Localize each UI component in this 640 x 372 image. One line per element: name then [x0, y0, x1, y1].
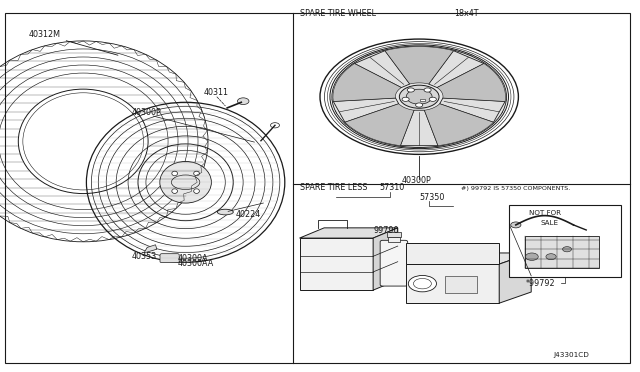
Polygon shape [355, 51, 410, 87]
Circle shape [415, 103, 423, 107]
Circle shape [429, 97, 436, 101]
FancyBboxPatch shape [380, 240, 408, 286]
Text: #) 99792 IS 57350 COMPONENTS.: #) 99792 IS 57350 COMPONENTS. [461, 186, 570, 192]
Circle shape [332, 46, 506, 147]
Circle shape [402, 97, 409, 101]
Circle shape [330, 45, 509, 149]
Text: 40353: 40353 [131, 251, 156, 260]
Circle shape [320, 39, 518, 154]
Text: *99792: *99792 [525, 279, 555, 288]
Polygon shape [406, 243, 499, 264]
Polygon shape [332, 99, 398, 113]
Text: 99790: 99790 [373, 225, 399, 234]
Ellipse shape [217, 209, 233, 215]
Circle shape [406, 89, 432, 104]
Text: SPARE TIRE WHEEL: SPARE TIRE WHEEL [300, 9, 376, 18]
Circle shape [424, 88, 431, 92]
Bar [420, 99, 425, 101]
Polygon shape [397, 109, 421, 147]
Ellipse shape [160, 161, 211, 203]
Polygon shape [333, 64, 401, 102]
Text: J43301CD: J43301CD [554, 352, 589, 358]
Circle shape [546, 254, 556, 260]
Polygon shape [367, 49, 410, 86]
Text: 57350: 57350 [419, 193, 445, 202]
Polygon shape [438, 101, 503, 124]
Text: 40300A: 40300A [178, 254, 209, 263]
Polygon shape [417, 109, 442, 147]
FancyBboxPatch shape [160, 254, 179, 263]
Polygon shape [351, 55, 405, 88]
Text: 40300P: 40300P [402, 176, 431, 185]
Bar [445, 276, 477, 294]
Circle shape [399, 85, 439, 108]
Text: 57310: 57310 [379, 183, 404, 192]
Circle shape [237, 98, 249, 105]
Polygon shape [385, 46, 454, 84]
Circle shape [324, 42, 514, 152]
Polygon shape [429, 49, 472, 86]
Bar [387, 232, 401, 237]
Ellipse shape [172, 171, 177, 176]
Text: 40300AA: 40300AA [178, 259, 214, 268]
Polygon shape [300, 228, 398, 238]
Ellipse shape [194, 171, 200, 176]
Polygon shape [433, 55, 487, 88]
Bar [388, 237, 399, 242]
Bar [509, 205, 621, 277]
Circle shape [407, 88, 414, 92]
Circle shape [271, 123, 280, 128]
Polygon shape [333, 98, 399, 122]
Polygon shape [373, 228, 398, 290]
Text: SALE: SALE [540, 220, 558, 226]
Circle shape [511, 222, 521, 228]
Circle shape [408, 275, 436, 292]
Polygon shape [406, 264, 499, 303]
Polygon shape [440, 99, 506, 113]
Circle shape [563, 247, 572, 252]
Polygon shape [437, 64, 506, 102]
Polygon shape [424, 104, 493, 146]
Text: 40300P: 40300P [131, 108, 161, 117]
Ellipse shape [194, 189, 200, 193]
Bar [525, 236, 599, 268]
Text: 40311: 40311 [204, 88, 228, 97]
Text: 40312M: 40312M [29, 30, 118, 55]
Polygon shape [406, 253, 531, 264]
Polygon shape [335, 101, 400, 124]
Text: NOT FOR: NOT FOR [529, 211, 561, 217]
Circle shape [525, 253, 538, 260]
Text: 40224: 40224 [236, 209, 260, 218]
Polygon shape [300, 238, 373, 290]
Text: SPARE TIRE LESS: SPARE TIRE LESS [300, 183, 367, 192]
Text: 18x4T: 18x4T [454, 9, 479, 18]
Polygon shape [144, 245, 157, 253]
Ellipse shape [172, 189, 177, 193]
Polygon shape [429, 51, 484, 87]
Polygon shape [499, 253, 531, 303]
Polygon shape [440, 98, 505, 122]
Polygon shape [345, 104, 414, 146]
Polygon shape [401, 110, 438, 146]
